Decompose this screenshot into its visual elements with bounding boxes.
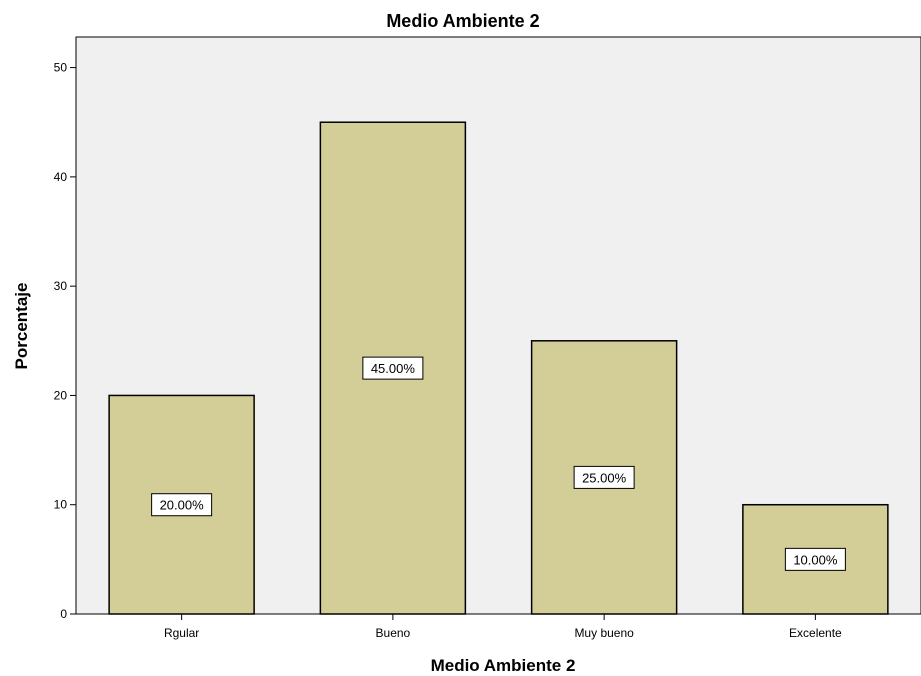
chart-title: Medio Ambiente 2 [386, 11, 539, 31]
x-tick-label: Bueno [376, 626, 411, 640]
data-label-box [151, 493, 213, 517]
data-label: 20.00% [160, 498, 205, 513]
x-tick-label: Muy bueno [574, 626, 634, 640]
y-tick-label: 30 [54, 279, 68, 293]
x-tick-label: Excelente [789, 626, 842, 640]
y-tick-label: 40 [54, 170, 68, 184]
data-label-box [362, 356, 424, 380]
y-tick-label: 50 [54, 61, 68, 75]
y-axis-label: Porcentaje [12, 283, 31, 370]
data-label-box [784, 547, 846, 571]
x-axis: Rgular Bueno Muy bueno Excelente [164, 614, 842, 640]
y-axis: 0 10 20 30 40 50 [54, 61, 76, 621]
y-tick-label: 0 [60, 607, 67, 621]
data-label: 45.00% [371, 361, 416, 376]
y-tick-label: 10 [54, 498, 68, 512]
x-axis-label: Medio Ambiente 2 [431, 656, 576, 675]
bars-layer: 20.00% 45.00% 25.00% 10.00% [108, 121, 889, 615]
data-label: 25.00% [582, 470, 627, 485]
data-label-box [573, 465, 635, 489]
x-tick-label: Rgular [164, 626, 199, 640]
y-tick-label: 20 [54, 388, 68, 402]
data-label: 10.00% [793, 552, 838, 567]
